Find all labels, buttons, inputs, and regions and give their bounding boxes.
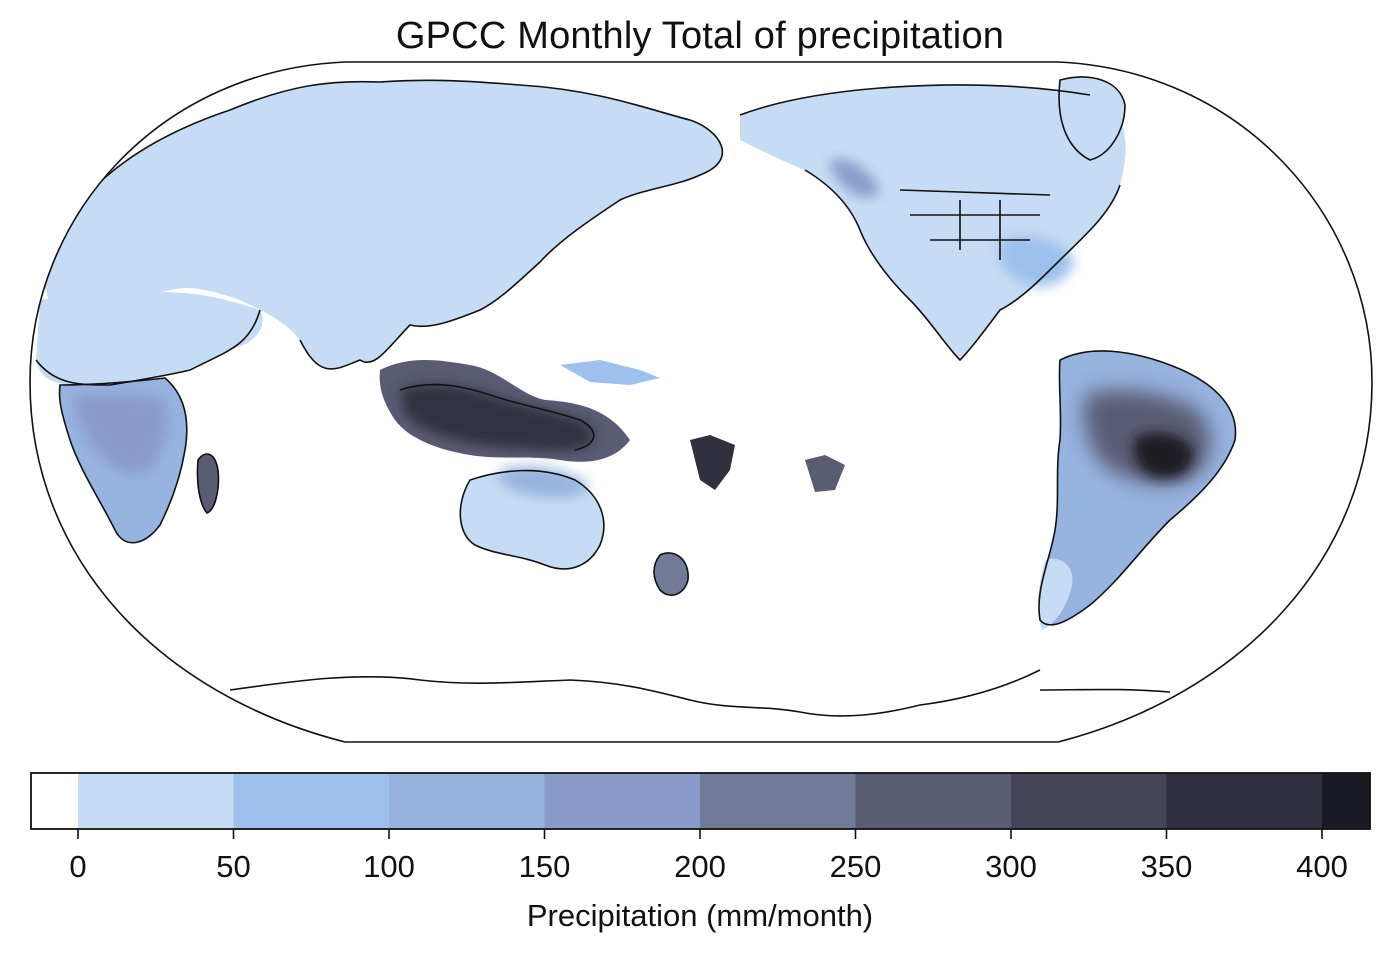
north-america-region	[740, 84, 1126, 360]
colorbar-tick-label: 250	[830, 849, 882, 884]
africa-wet-core	[74, 393, 168, 474]
colorbar-tick-label: 350	[1141, 849, 1193, 884]
colorbar-segment	[544, 773, 700, 829]
colorbar-tick-label: 400	[1296, 849, 1348, 884]
colorbar-segment	[700, 773, 856, 829]
map-title: GPCC Monthly Total of precipitation	[395, 15, 1005, 57]
north-america-pacific-nw	[830, 159, 880, 198]
colorbar-segment	[78, 773, 234, 829]
pacific-islands-1	[690, 435, 735, 490]
patagonia-region	[1038, 558, 1073, 630]
eurasia-region	[40, 80, 723, 369]
colorbar-tick-label: 300	[985, 849, 1037, 884]
colorbar-tick-label: 50	[216, 849, 250, 884]
australia-north-wet	[499, 466, 590, 498]
colorbar-tick-label: 150	[519, 849, 571, 884]
coastlines	[35, 76, 1237, 717]
colorbar-segment	[855, 773, 1011, 829]
pacific-islands-2	[805, 455, 845, 492]
colorbar-tick-label: 0	[69, 849, 86, 884]
maritime-continent-core	[400, 384, 594, 451]
new-zealand-region	[654, 552, 689, 596]
colorbar-tick-label: 200	[674, 849, 726, 884]
north-america-east-wet	[999, 236, 1075, 287]
precipitation-field	[36, 77, 1236, 630]
central-brazil-max	[1133, 432, 1194, 479]
pacific-islands-3	[560, 360, 660, 385]
madagascar-region	[197, 454, 219, 513]
colorbar-segment	[389, 773, 545, 829]
colorbar-segment	[31, 773, 78, 829]
globe-outline	[29, 61, 1373, 743]
colorbar	[30, 772, 1371, 830]
colorbar-segment	[1322, 773, 1370, 829]
colorbar-segment	[1011, 773, 1167, 829]
colorbar-label: Precipitation (mm/month)	[527, 898, 873, 933]
colorbar-tick-label: 100	[363, 849, 415, 884]
greenland-region	[1059, 77, 1125, 160]
colorbar-segment	[233, 773, 389, 829]
colorbar-segment	[1166, 773, 1322, 829]
colorbar-ticks: 0 50 100 150 200 250 300 350 400	[69, 829, 1348, 884]
